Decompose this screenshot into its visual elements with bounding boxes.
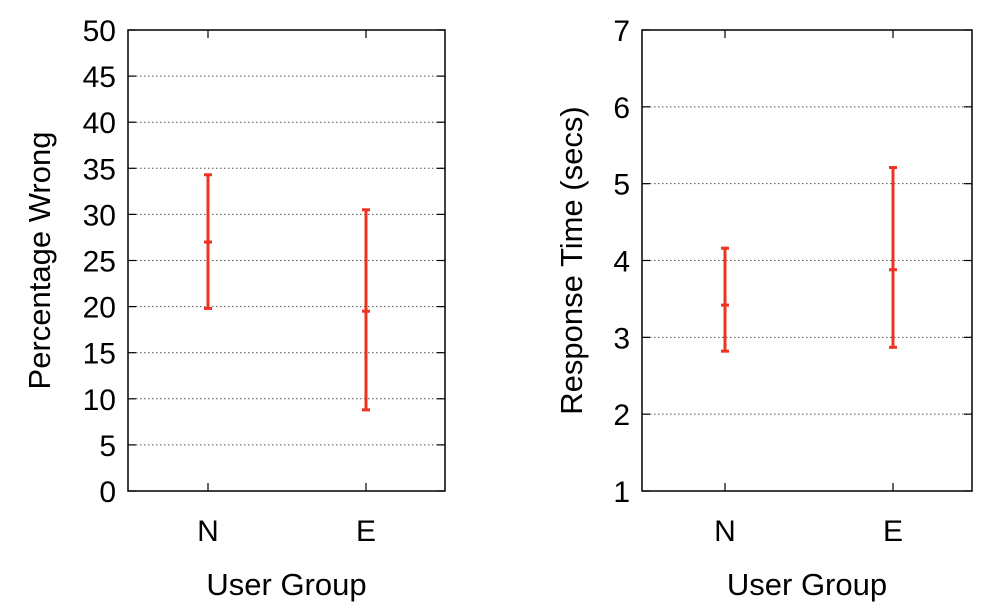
y-tick-label: 5 <box>613 169 630 202</box>
error-bar-E <box>362 208 370 412</box>
y-tick-label: 5 <box>99 430 116 463</box>
chart-percentage-wrong: 0 5 10 15 20 25 30 35 40 45 50 N E User Group Percenta… <box>22 15 446 602</box>
y-tick-label: 50 <box>83 15 116 48</box>
y-tick-label: 2 <box>613 399 630 432</box>
error-bar-N <box>204 173 212 310</box>
y-tick-label: 4 <box>613 246 630 279</box>
x-tick-label: E <box>883 515 903 548</box>
y-tick-label: 0 <box>99 476 116 509</box>
y-tick-label: 30 <box>83 199 116 232</box>
y-tick-label: 25 <box>83 246 116 279</box>
x-tick-label: N <box>197 515 219 548</box>
y-tick-label: 45 <box>83 61 116 94</box>
y-tick-label: 40 <box>83 107 116 140</box>
y-tick-label: 6 <box>613 92 630 125</box>
y-tick-label: 15 <box>83 338 116 371</box>
error-bar-E <box>889 166 897 349</box>
y-axis-title: Response Time (secs) <box>554 106 589 414</box>
x-tick-label: E <box>356 515 376 548</box>
x-axis-title: User Group <box>206 567 366 602</box>
error-bar-N <box>721 246 729 353</box>
y-tick-label: 3 <box>613 322 630 355</box>
y-tick-label: 20 <box>83 292 116 325</box>
chart-response-time: 1 2 3 4 5 6 7 N E User Group Response Time (secs) <box>554 15 973 602</box>
plot-frame <box>641 29 973 492</box>
y-axis-title: Percentage Wrong <box>22 132 57 390</box>
x-tick-label: N <box>714 515 736 548</box>
y-tick-label: 7 <box>613 15 630 48</box>
y-tick-label: 10 <box>83 384 116 417</box>
plot-frame <box>127 29 446 492</box>
y-tick-label: 35 <box>83 153 116 186</box>
x-axis-title: User Group <box>727 567 887 602</box>
y-tick-label: 1 <box>613 476 630 509</box>
